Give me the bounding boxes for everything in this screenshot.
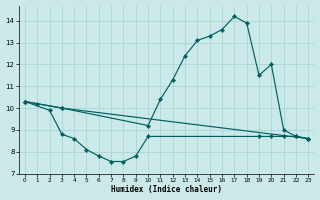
X-axis label: Humidex (Indice chaleur): Humidex (Indice chaleur) — [111, 185, 222, 194]
